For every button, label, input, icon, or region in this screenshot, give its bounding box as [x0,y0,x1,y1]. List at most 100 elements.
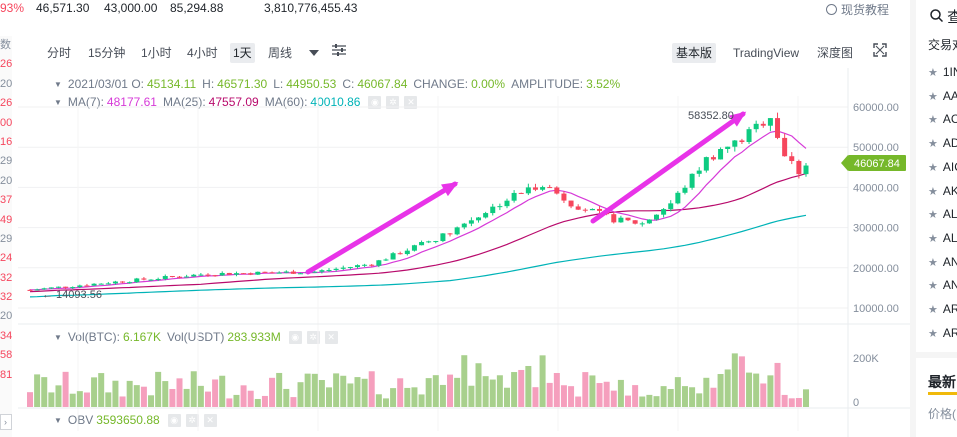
candle-body [504,200,510,207]
volume-bar [326,387,333,407]
order-book-row[interactable]: 16 [0,135,12,148]
favorite-star-icon[interactable]: ★ [928,185,938,198]
sliders-icon [332,44,346,56]
market-pair-row[interactable]: ★ AR [928,326,957,340]
favorite-star-icon[interactable]: ★ [928,90,938,103]
pair-tab[interactable]: 交易对 [928,38,957,52]
collapse-chevron-icon[interactable]: ▼ [54,97,62,107]
volume-bar [119,396,126,407]
spot-tutorial-link[interactable]: 现货教程 [826,1,889,18]
interval-timeline[interactable]: 分时 [47,46,72,60]
collapse-chevron-icon[interactable]: ▼ [54,415,62,425]
order-book-row[interactable]: 32 [0,271,12,284]
interval-1d[interactable]: 1天 [230,43,255,63]
order-book-row[interactable]: 20 [0,174,12,187]
interval-1w[interactable]: 周线 [268,46,293,60]
candle-body [362,264,368,266]
low-value: 44950.53 [286,77,337,91]
favorite-star-icon[interactable]: ★ [928,209,938,222]
view-tradingview[interactable]: TradingView [733,46,800,60]
order-book-row[interactable]: 26 [0,58,12,71]
order-book-row[interactable]: 20 [0,77,12,90]
collapse-chevron-icon[interactable]: ▼ [54,79,62,89]
market-search[interactable]: 查 [930,6,957,27]
market-pair-row[interactable]: ★ ALC [928,207,957,221]
latest-trades-title[interactable]: 最新 [928,374,956,390]
market-pair-row[interactable]: ★ AA [928,89,957,103]
fullscreen-button[interactable] [870,43,890,63]
view-basic[interactable]: 基本版 [672,43,717,63]
favorite-star-icon[interactable]: ★ [928,67,938,79]
view-depth[interactable]: 深度图 [817,46,854,60]
market-pair-row[interactable]: ★ AC [928,112,957,126]
market-pair-row[interactable]: ★ AK [928,184,957,198]
interval-15m[interactable]: 15分钟 [88,46,126,60]
trend-arrowhead [441,181,459,197]
settings-gear-icon[interactable]: ✲ [386,95,400,109]
volume-bar [197,385,204,407]
close-icon[interactable]: ✕ [404,95,418,109]
hide-eye-icon[interactable]: ◉ [288,330,302,344]
volume-bar [625,395,632,407]
candle-body [326,269,332,271]
market-pair-row[interactable]: ★ AIC [928,160,957,174]
candle-body [333,268,339,270]
hide-eye-icon[interactable]: ◉ [167,413,181,427]
settings-gear-icon[interactable]: ✲ [306,330,320,344]
settings-gear-icon[interactable]: ✲ [185,413,199,427]
order-book-row[interactable]: 29 [0,155,12,168]
favorite-star-icon[interactable]: ★ [928,114,938,127]
current-price-tag [848,155,906,172]
candle-body [198,274,204,276]
favorite-star-icon[interactable]: ★ [928,232,938,245]
market-pair-row[interactable]: ★ AL [928,231,957,245]
close-icon[interactable]: ✕ [203,413,217,427]
market-pair-row[interactable]: ★ 1IN [928,65,957,79]
favorite-star-icon[interactable]: ★ [928,138,938,151]
close-icon[interactable]: ✕ [324,330,338,344]
order-book-row[interactable]: 81 [0,368,12,381]
interval-1h[interactable]: 1小时 [141,46,172,60]
expand-arrow-icon[interactable]: › [0,414,12,430]
order-book-row[interactable]: 29 [0,232,12,245]
order-book-row[interactable]: 24 [0,252,12,265]
volume-bar [610,390,617,407]
order-book-row[interactable]: 26 [0,97,12,110]
favorite-star-icon[interactable]: ★ [928,256,938,269]
market-pair-row[interactable]: ★ AR [928,302,957,316]
current-price-label: 46067.84 [854,158,900,170]
indicator-settings-button[interactable] [328,43,350,63]
order-book-row[interactable]: 00 [0,116,12,129]
order-book-row[interactable]: 34 [0,329,12,342]
interval-4h[interactable]: 4小时 [187,46,218,60]
market-pair-row[interactable]: ★ AN [928,278,957,292]
order-book-row[interactable]: 37 [0,194,12,207]
collapse-chevron-icon[interactable]: ▼ [54,332,62,342]
clock-icon [826,4,837,15]
candle-body [554,187,560,194]
favorite-star-icon[interactable]: ★ [928,327,938,340]
vol-usdt-label: Vol(USDT) [166,330,225,344]
candle-body [454,227,460,235]
volume-bar [183,388,190,407]
candle-body [653,214,659,220]
volume-bar [724,369,731,407]
candle-body [340,267,346,269]
ma25-line [29,173,807,293]
pair-symbol: AN [942,254,957,269]
candle-body [589,208,595,211]
order-book-row[interactable]: 32 [0,291,12,304]
market-pair-row[interactable]: ★ AD [928,136,957,150]
ma7-value: 48177.61 [106,95,157,109]
favorite-star-icon[interactable]: ★ [928,161,938,174]
order-book-row[interactable]: 58 [0,349,12,362]
market-pair-row[interactable]: ★ AN [928,255,957,269]
amplitude-value: 3.52% [586,77,621,91]
more-intervals-dropdown[interactable] [306,43,322,63]
favorite-star-icon[interactable]: ★ [928,280,938,293]
order-book-row[interactable]: 20 [0,310,12,323]
order-book-row[interactable]: 数 [0,39,11,51]
order-book-row[interactable]: 49 [0,213,12,226]
favorite-star-icon[interactable]: ★ [928,304,938,316]
hide-eye-icon[interactable]: ◉ [368,95,382,109]
